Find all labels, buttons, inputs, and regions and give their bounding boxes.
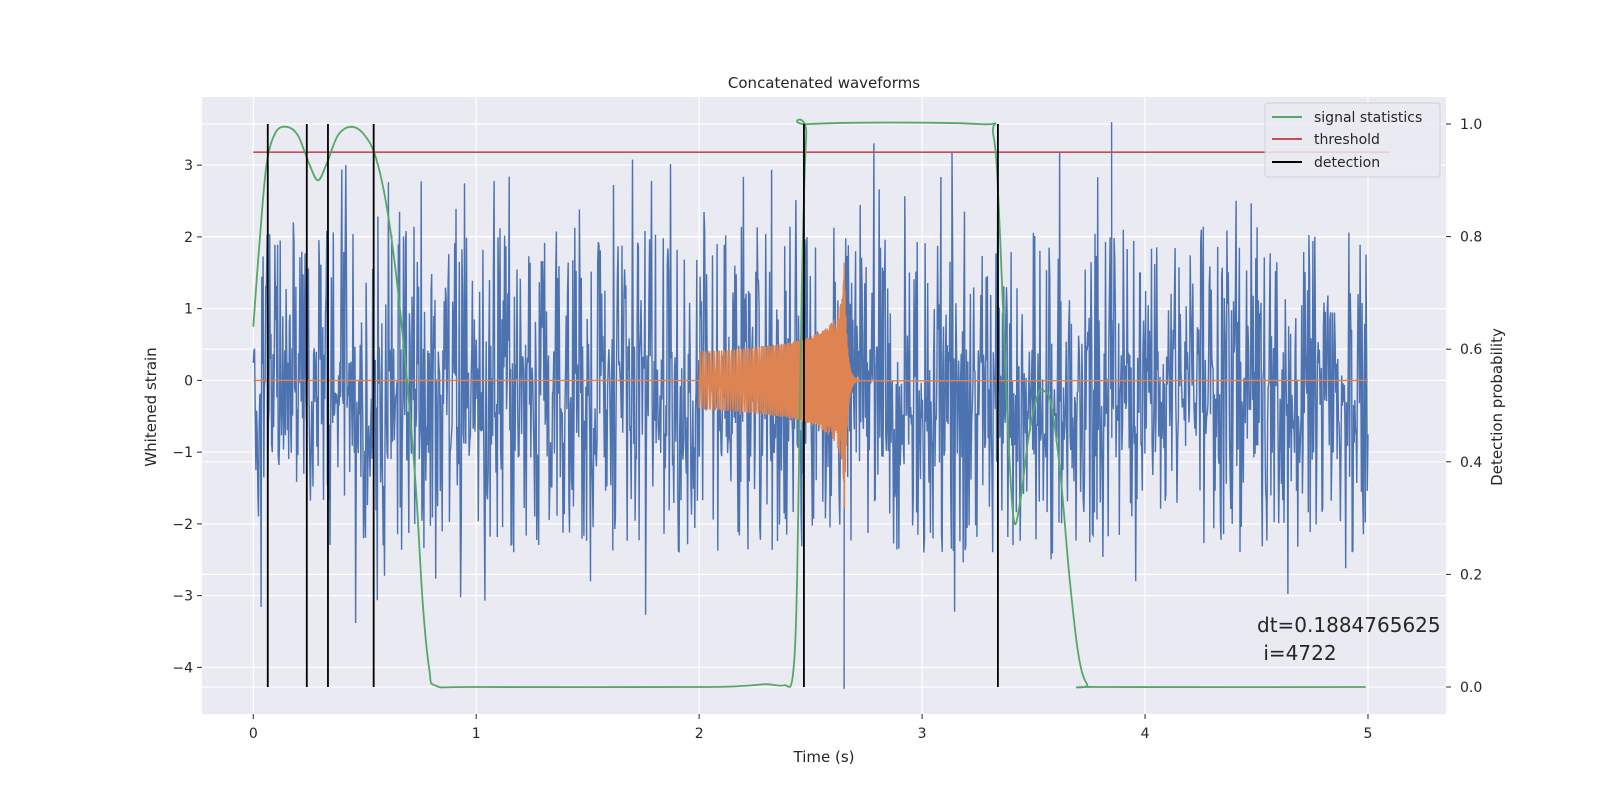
- y-axis-label: Whitened strain: [142, 347, 160, 466]
- x-axis-ticks: 0 1 2 3 4 5: [249, 714, 1373, 742]
- y-tick-label: −3: [172, 589, 193, 605]
- annotation-index: i=4722: [1257, 641, 1337, 665]
- statistics-series: [252, 118, 1366, 689]
- y-tick-label: −1: [172, 445, 193, 461]
- legend-box: [1264, 102, 1441, 178]
- y-right-tick-label: 0.6: [1460, 342, 1482, 358]
- series-group: [252, 118, 1391, 689]
- legend-label-detection: detection: [1314, 155, 1380, 171]
- detection-lines: [266, 124, 999, 687]
- signal-series: [253, 262, 1368, 508]
- y-axis-ticks: −4 −3 −2 −1 0 1 2 3: [172, 158, 202, 676]
- legend-label-statistics: signal statistics: [1314, 110, 1422, 126]
- y-tick-label: 1: [184, 302, 193, 318]
- y-tick-label: −4: [172, 660, 193, 676]
- y-tick-label: 2: [184, 230, 193, 246]
- signal-line: [253, 262, 1368, 508]
- y-right-tick-label: 0.4: [1460, 455, 1482, 471]
- y-right-tick-label: 1.0: [1460, 117, 1482, 133]
- x-axis-label: Time (s): [793, 748, 855, 766]
- x-tick-label: 4: [1141, 726, 1150, 742]
- annotation-dt: dt=0.1884765625: [1257, 613, 1441, 637]
- y-right-axis-ticks: 0.0 0.2 0.4 0.6 0.8 1.0: [1446, 117, 1482, 696]
- y-right-axis-label: Detection probability: [1488, 328, 1506, 486]
- y-tick-label: 0: [184, 373, 193, 389]
- x-tick-label: 1: [472, 726, 481, 742]
- y-right-tick-label: 0.0: [1460, 680, 1482, 696]
- y-right-tick-label: 0.8: [1460, 230, 1482, 246]
- x-tick-label: 0: [249, 726, 258, 742]
- statistics-line: [252, 118, 1366, 689]
- chart-title: Concatenated waveforms: [728, 74, 920, 92]
- y-tick-label: 3: [184, 158, 193, 174]
- legend-label-threshold: threshold: [1314, 132, 1380, 148]
- y-right-tick-label: 0.2: [1460, 567, 1482, 583]
- x-tick-label: 5: [1364, 726, 1373, 742]
- x-tick-label: 3: [918, 726, 927, 742]
- y-tick-label: −2: [172, 517, 193, 533]
- x-tick-label: 2: [695, 726, 704, 742]
- legend: signal statistics threshold detection: [1264, 102, 1441, 178]
